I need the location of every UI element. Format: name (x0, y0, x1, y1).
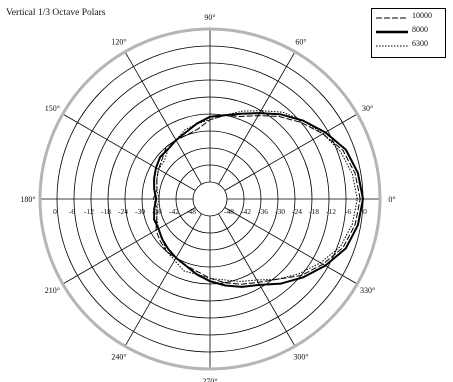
angle-label-30: 30° (362, 104, 373, 113)
legend-swatch-6300 (376, 45, 408, 47)
radial-label-left-4: -24 (118, 207, 128, 216)
angle-label-240: 240° (111, 353, 126, 362)
radial-label-right-5: -18 (309, 207, 319, 216)
radial-label-left-0: 0 (53, 207, 57, 216)
angle-label-330: 330° (360, 286, 375, 295)
outer-ring (38, 27, 382, 371)
legend-item-6300: 6300 (372, 39, 445, 52)
spoke-240 (125, 213, 202, 346)
angle-label-90: 90° (204, 13, 215, 22)
radial-label-right-0: -48 (224, 207, 234, 216)
legend-swatch-8000 (376, 30, 408, 34)
radial-label-left-3: -18 (101, 207, 111, 216)
spoke-60 (218, 52, 295, 185)
legend-swatch-10000 (376, 17, 408, 19)
spoke-120 (125, 52, 202, 185)
radial-label-right-3: -30 (275, 207, 285, 216)
legend-label-6300: 6300 (412, 39, 428, 48)
series-line-6300 (156, 110, 358, 282)
radial-label-right-6: -12 (326, 207, 336, 216)
angle-label-120: 120° (111, 37, 126, 46)
legend-label-8000: 8000 (412, 25, 428, 34)
spoke-300 (218, 213, 295, 346)
angle-label-180: 180° (20, 195, 35, 204)
radial-label-right-2: -36 (258, 207, 268, 216)
grid-ring--48 (192, 181, 228, 217)
chart-title: Vertical 1/3 Octave Polars (6, 8, 106, 18)
radial-label-right-7: -6 (345, 207, 351, 216)
radial-label-left-1: -6 (69, 207, 75, 216)
spoke-150 (63, 114, 196, 191)
radial-label-right-1: -42 (241, 207, 251, 216)
angle-label-150: 150° (45, 104, 60, 113)
radial-label-right-8: 0 (363, 207, 367, 216)
series-line-10000 (152, 114, 361, 285)
legend: 10000 8000 6300 (371, 8, 446, 58)
radial-label-left-8: -48 (186, 207, 196, 216)
angle-label-210: 210° (45, 286, 60, 295)
angle-label-300: 300° (293, 353, 308, 362)
radial-label-right-4: -24 (292, 207, 302, 216)
spoke-330 (224, 207, 357, 284)
angle-label-60: 60° (295, 37, 306, 46)
legend-label-10000: 10000 (412, 11, 432, 20)
spoke-30 (224, 114, 357, 191)
radial-label-left-5: -30 (135, 207, 145, 216)
series-line-8000 (153, 112, 364, 288)
radial-label-left-2: -12 (84, 207, 94, 216)
legend-item-10000: 10000 (372, 11, 445, 24)
radial-label-left-7: -42 (169, 207, 179, 216)
legend-item-8000: 8000 (372, 25, 445, 38)
spoke-210 (63, 207, 196, 284)
angle-label-270: 270° (202, 377, 217, 382)
angle-label-0: 0° (388, 195, 395, 204)
